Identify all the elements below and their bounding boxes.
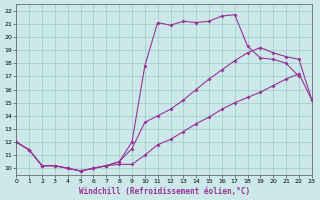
X-axis label: Windchill (Refroidissement éolien,°C): Windchill (Refroidissement éolien,°C) [78, 187, 250, 196]
